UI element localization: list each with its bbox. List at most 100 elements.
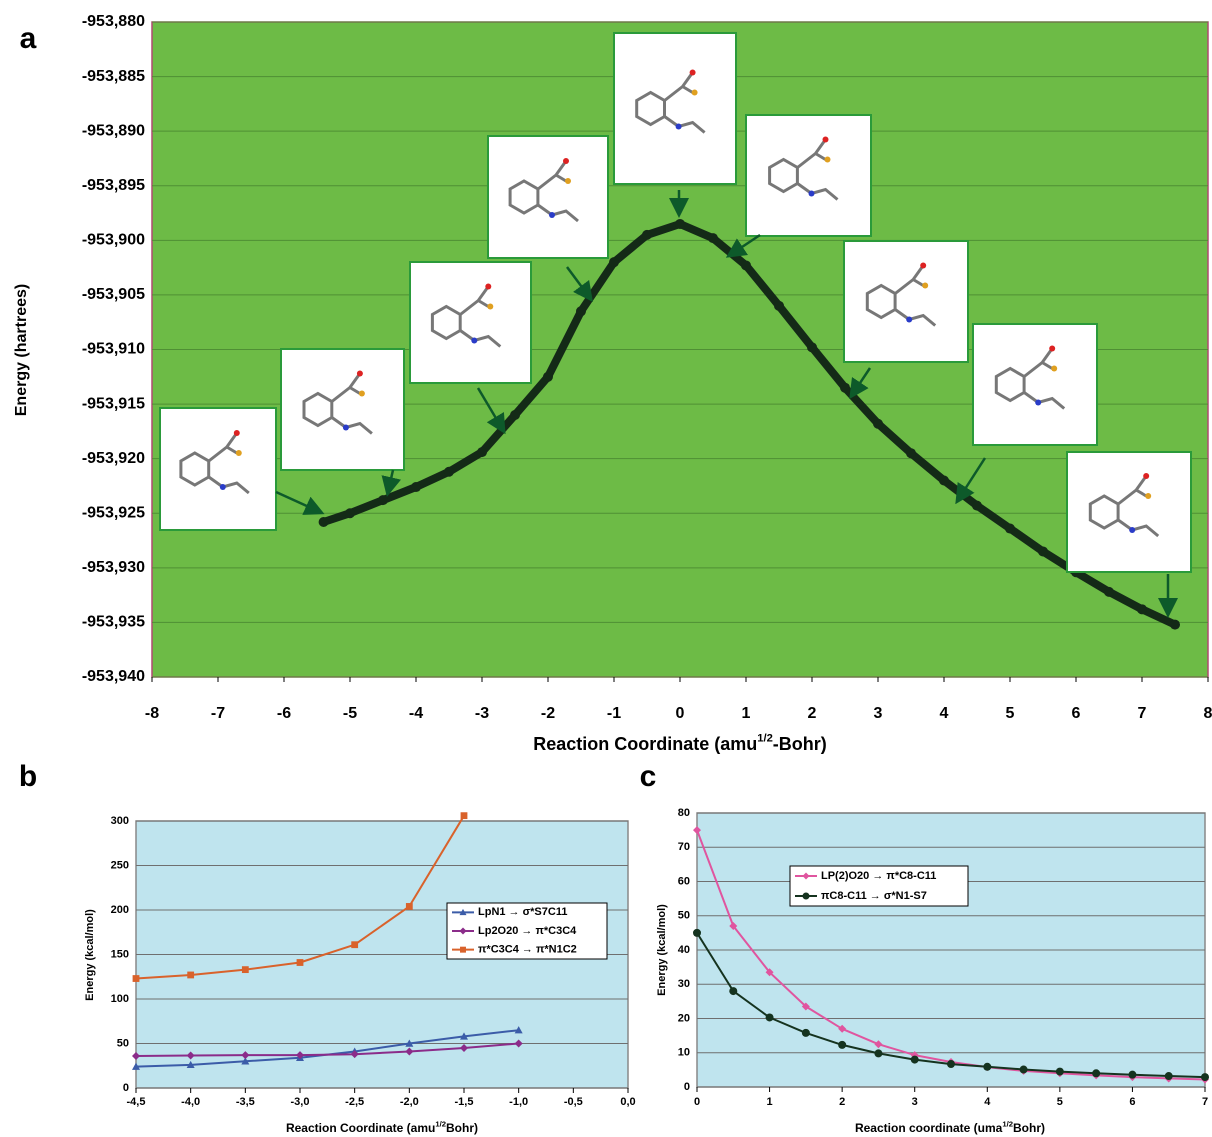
x-tick-label: -1,0 — [509, 1096, 528, 1108]
x-tick-label: -7 — [211, 705, 225, 722]
marker — [242, 966, 249, 973]
x-axis-label-part: 1/2 — [757, 733, 773, 745]
atom-o — [920, 263, 926, 269]
y-tick-label: 30 — [678, 978, 690, 990]
molecule-frame — [746, 115, 871, 236]
legend-label: π*C3C4 → π*N1C2 — [478, 944, 577, 956]
marker — [444, 467, 454, 477]
molecule-frame — [1067, 452, 1191, 572]
atom-o — [1143, 473, 1149, 479]
marker — [840, 383, 850, 393]
x-tick-label: -1 — [607, 705, 621, 722]
panel-letter: c — [640, 760, 657, 793]
marker — [319, 517, 329, 527]
x-tick-label: 3 — [912, 1096, 918, 1108]
legend-label: Lp2O20 → π*C3C4 — [478, 925, 577, 937]
marker — [972, 501, 982, 511]
y-axis-label: Energy (kcal/mol) — [84, 909, 96, 1001]
y-tick-label: -953,880 — [82, 13, 145, 30]
y-tick-label: 200 — [111, 904, 129, 916]
y-tick-label: 80 — [678, 807, 690, 819]
x-tick-label: -4 — [409, 705, 423, 722]
marker — [947, 1060, 955, 1068]
y-tick-label: -953,940 — [82, 668, 145, 685]
y-tick-label: -953,895 — [82, 177, 145, 194]
x-axis-label-part: Reaction coordinate (uma — [855, 1121, 1003, 1135]
marker — [1165, 1072, 1173, 1080]
x-tick-label: 0,0 — [620, 1096, 635, 1108]
marker — [774, 301, 784, 311]
figure: -953,880-953,885-953,890-953,895-953,900… — [0, 0, 1212, 1137]
x-tick-label: 1 — [767, 1096, 773, 1108]
y-tick-label: -953,900 — [82, 232, 145, 249]
x-tick-label: -2,0 — [400, 1096, 419, 1108]
marker — [906, 448, 916, 458]
atom-o — [563, 158, 569, 164]
x-tick-label: -3,5 — [236, 1096, 255, 1108]
marker — [461, 812, 468, 819]
atom-s — [359, 391, 365, 397]
y-tick-label: 70 — [678, 841, 690, 853]
marker — [1201, 1073, 1209, 1081]
x-axis-label-part: 1/2 — [435, 1120, 446, 1129]
x-tick-label: 5 — [1057, 1096, 1063, 1108]
legend-label: πC8-C11 → σ*N1-S7 — [821, 890, 927, 902]
marker — [642, 230, 652, 240]
panel-letter: b — [19, 760, 37, 793]
atom-s — [1145, 493, 1151, 499]
x-axis-label-part: -Bohr) — [773, 734, 827, 754]
x-tick-label: 6 — [1129, 1096, 1135, 1108]
legend-label: LP(2)O20 → π*C8-C11 — [821, 870, 936, 882]
y-tick-label: 300 — [111, 815, 129, 827]
marker — [729, 987, 737, 995]
y-tick-label: 150 — [111, 948, 129, 960]
x-tick-label: -3 — [475, 705, 489, 722]
marker — [297, 959, 304, 966]
y-tick-label: 40 — [678, 944, 690, 956]
marker — [693, 929, 701, 937]
x-axis-label-part: Bohr) — [446, 1121, 478, 1135]
x-tick-label: -4,5 — [127, 1096, 146, 1108]
marker — [983, 1063, 991, 1071]
marker — [1056, 1068, 1064, 1076]
x-tick-label: 2 — [808, 705, 817, 722]
marker — [351, 941, 358, 948]
y-tick-label: -953,935 — [82, 614, 145, 631]
y-axis-label: Energy (kcal/mol) — [656, 904, 668, 996]
atom-n — [471, 338, 477, 344]
atom-n — [676, 124, 682, 130]
marker — [873, 419, 883, 429]
y-tick-label: -953,890 — [82, 122, 145, 139]
x-tick-label: 3 — [874, 705, 883, 722]
x-tick-label: -2 — [541, 705, 555, 722]
atom-s — [825, 157, 831, 163]
x-tick-label: 7 — [1202, 1096, 1208, 1108]
y-tick-label: 20 — [678, 1012, 690, 1024]
atom-s — [692, 90, 698, 96]
marker — [378, 495, 388, 505]
panel-letter: a — [20, 22, 37, 55]
x-tick-label: -0,5 — [564, 1096, 583, 1108]
y-tick-label: -953,905 — [82, 286, 145, 303]
marker — [411, 482, 421, 492]
marker — [345, 508, 355, 518]
x-tick-label: -6 — [277, 705, 291, 722]
marker — [741, 260, 751, 270]
atom-o — [690, 70, 696, 76]
marker — [708, 233, 718, 243]
atom-n — [809, 191, 815, 197]
marker — [675, 219, 685, 229]
marker — [1128, 1071, 1136, 1079]
x-axis-label: Reaction coordinate (uma1/2Bohr) — [855, 1120, 1045, 1136]
marker — [510, 410, 520, 420]
atom-n — [220, 484, 226, 490]
x-tick-label: 0 — [676, 705, 685, 722]
atom-n — [1129, 527, 1135, 533]
marker — [1137, 604, 1147, 614]
marker — [838, 1041, 846, 1049]
atom-n — [343, 425, 349, 431]
molecule-frame — [160, 408, 276, 530]
atom-o — [485, 284, 491, 290]
marker — [406, 903, 413, 910]
marker — [1020, 1066, 1028, 1074]
